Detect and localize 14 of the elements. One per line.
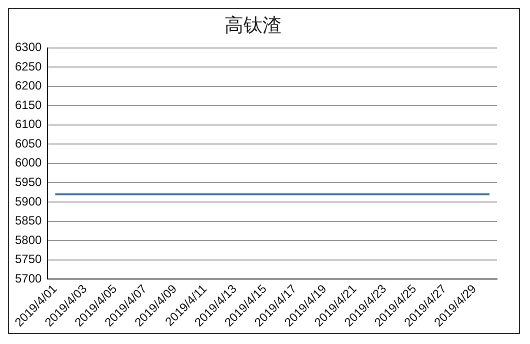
y-tick-label: 6100: [14, 117, 42, 132]
y-tick-label: 6250: [14, 59, 42, 74]
y-tick-label: 6150: [14, 98, 42, 112]
y-tick-label: 6300: [14, 40, 42, 54]
y-tick-label: 6200: [14, 78, 42, 93]
y-tick-label: 6000: [14, 156, 42, 170]
y-tick-label: 5750: [14, 252, 42, 266]
y-tick-label: 5700: [14, 271, 42, 286]
y-tick-label: 5800: [14, 232, 42, 247]
y-tick-label: 5850: [14, 214, 42, 228]
y-tick-label: 6050: [14, 136, 42, 150]
y-tick-label: 5950: [14, 175, 42, 190]
chart-title: 高钛渣: [224, 14, 282, 36]
y-tick-label: 5900: [14, 194, 42, 208]
